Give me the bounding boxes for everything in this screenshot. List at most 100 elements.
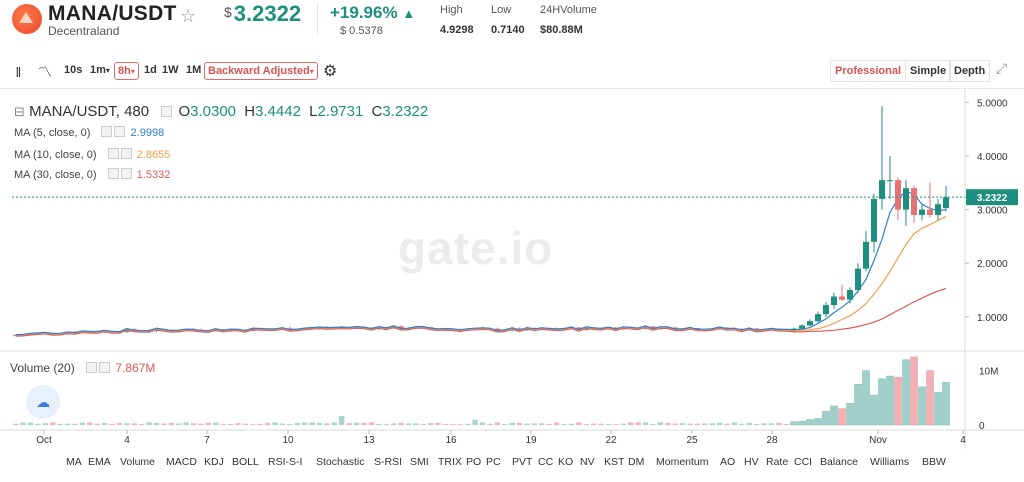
legend-eye-icon[interactable] bbox=[161, 106, 173, 117]
interval-1d[interactable]: 1d bbox=[144, 64, 157, 76]
volume-bar bbox=[694, 423, 701, 425]
settings-gear-icon[interactable]: ⚙ bbox=[323, 63, 338, 80]
ma30-close-icon[interactable] bbox=[120, 168, 132, 179]
time-tick-label: 4 bbox=[124, 435, 130, 446]
adjust-dropdown[interactable]: Backward Adjusted▾ bbox=[204, 62, 318, 80]
indicator-volume[interactable]: Volume bbox=[120, 456, 156, 468]
indicator-bbw[interactable]: BBW bbox=[922, 456, 946, 468]
candle-body bbox=[823, 305, 829, 315]
candle-body bbox=[807, 321, 813, 326]
chart-panel[interactable]: gate.io 1.0000 2.0000 3.0000 4.0000 5.0000 0 1… bbox=[0, 89, 1024, 482]
volume-bar bbox=[272, 422, 278, 425]
indicator-rsi-s-i[interactable]: RSI-S-I bbox=[268, 456, 303, 468]
header-divider bbox=[317, 4, 318, 34]
volume-legend: Volume (20) 7.867M bbox=[10, 361, 156, 375]
ma30-eye-icon[interactable] bbox=[107, 168, 119, 179]
candle-body bbox=[935, 204, 941, 215]
indicator-cci[interactable]: CCI bbox=[794, 456, 813, 468]
interval-1m[interactable]: 1m▾ bbox=[90, 64, 110, 76]
indicator-balance[interactable]: Balance bbox=[820, 456, 858, 468]
interval-1M[interactable]: 1M bbox=[186, 64, 202, 76]
last-price: $3.2322 bbox=[224, 1, 301, 27]
volume-bar bbox=[798, 420, 806, 426]
ma10-eye-icon[interactable] bbox=[107, 148, 119, 159]
volume-bar bbox=[531, 423, 538, 425]
volume-bar bbox=[190, 423, 197, 425]
volume-bar bbox=[854, 383, 862, 426]
legend-low: 2.9731 bbox=[317, 103, 364, 120]
volume-bar bbox=[502, 423, 508, 425]
favorite-star-icon[interactable]: ☆ bbox=[180, 6, 197, 26]
indicator-momentum[interactable]: Momentum bbox=[656, 456, 709, 468]
candle-body bbox=[911, 188, 917, 215]
stat-volume-value: $80.88M bbox=[540, 24, 583, 36]
currency-symbol: $ bbox=[224, 4, 232, 20]
legend-open: 3.0300 bbox=[190, 103, 237, 120]
volume-close-icon[interactable] bbox=[99, 362, 111, 373]
ma10-close-icon[interactable] bbox=[120, 148, 132, 159]
ma5-eye-icon[interactable] bbox=[101, 126, 113, 137]
time-tick-label: 25 bbox=[686, 435, 698, 446]
mode-depth[interactable]: Depth bbox=[949, 60, 991, 82]
time-tick-label: Nov bbox=[869, 435, 887, 446]
indicator-ema[interactable]: EMA bbox=[88, 456, 111, 468]
volume-bar bbox=[790, 421, 798, 426]
indicator-trix[interactable]: TRIX bbox=[438, 456, 462, 468]
volume-bar bbox=[235, 423, 241, 425]
ma5-close-icon[interactable] bbox=[114, 126, 126, 137]
volume-bar bbox=[702, 423, 708, 425]
volume-tick-label: 10M bbox=[979, 367, 998, 378]
fullscreen-icon[interactable]: ⤢ bbox=[996, 60, 1008, 76]
ma30-legend: MA (30, close, 0) 1.5332 bbox=[14, 168, 171, 181]
indicator-ma[interactable]: MA bbox=[66, 456, 82, 468]
volume-bar bbox=[546, 423, 552, 425]
interval-10s[interactable]: 10s bbox=[64, 64, 83, 76]
indicator-po[interactable]: PO bbox=[466, 456, 482, 468]
candle-type-icon[interactable]: 𝍪 bbox=[16, 64, 21, 80]
indicator-nv[interactable]: NV bbox=[580, 456, 595, 468]
time-tick-label: 22 bbox=[605, 435, 617, 446]
indicator-ao[interactable]: AO bbox=[720, 456, 736, 468]
mode-professional[interactable]: Professional bbox=[830, 60, 907, 82]
volume-bar bbox=[870, 394, 878, 426]
volume-bar bbox=[838, 408, 846, 426]
candle-body bbox=[927, 209, 933, 215]
volume-bar bbox=[331, 422, 338, 425]
volume-bar bbox=[635, 422, 641, 425]
candle-body bbox=[903, 188, 909, 210]
volume-bar bbox=[894, 376, 902, 426]
time-tick-label: 10 bbox=[282, 435, 294, 446]
volume-bar bbox=[709, 423, 715, 425]
gateio-watermark: gate.io bbox=[398, 222, 554, 274]
price-volume-chart[interactable]: 1.0000 2.0000 3.0000 4.0000 5.0000 0 10M Oct 4 7 1… bbox=[0, 89, 1024, 482]
indicator-s-rsi[interactable]: S-RSI bbox=[374, 456, 403, 468]
volume-bar bbox=[746, 422, 752, 425]
indicator-hv[interactable]: HV bbox=[744, 456, 759, 468]
indicator-smi[interactable]: SMI bbox=[410, 456, 429, 468]
indicator-icon[interactable]: 〽 bbox=[38, 64, 52, 80]
indicator-cc[interactable]: CC bbox=[538, 456, 554, 468]
indicator-macd[interactable]: MACD bbox=[166, 456, 197, 468]
indicator-dm[interactable]: DM bbox=[628, 456, 645, 468]
indicator-pvt[interactable]: PVT bbox=[512, 456, 533, 468]
mode-simple[interactable]: Simple bbox=[905, 60, 952, 82]
volume-bar bbox=[427, 423, 434, 425]
indicator-boll[interactable]: BOLL bbox=[232, 456, 259, 468]
candle-body bbox=[839, 296, 845, 300]
indicator-stochastic[interactable]: Stochastic bbox=[316, 456, 365, 468]
indicator-williams[interactable]: Williams bbox=[870, 456, 910, 468]
volume-bar bbox=[94, 423, 100, 425]
indicator-ko[interactable]: KO bbox=[558, 456, 574, 468]
indicator-pc[interactable]: PC bbox=[486, 456, 501, 468]
collapse-icon[interactable]: ⊟ bbox=[14, 104, 25, 119]
volume-bar bbox=[20, 422, 26, 425]
volume-eye-icon[interactable] bbox=[86, 362, 98, 373]
indicator-kdj[interactable]: KDJ bbox=[204, 456, 224, 468]
interval-1w[interactable]: 1W bbox=[162, 64, 179, 76]
indicator-kst[interactable]: KST bbox=[604, 456, 625, 468]
interval-8h[interactable]: 8h▾ bbox=[114, 62, 139, 80]
candle-body bbox=[879, 180, 885, 199]
indicator-rate[interactable]: Rate bbox=[766, 456, 789, 468]
time-tick-label: Oct bbox=[36, 435, 52, 446]
pair-title: MANA/USDT bbox=[48, 2, 177, 25]
